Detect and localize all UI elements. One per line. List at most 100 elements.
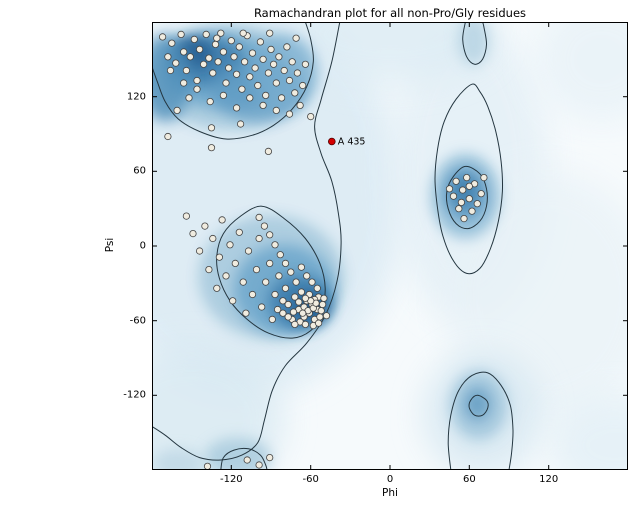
residue-point [287,268,295,276]
residue-point [275,272,283,280]
residue-point [276,251,284,259]
residue-point [203,462,212,470]
residue-point [262,278,270,286]
residue-point [164,132,172,141]
residue-point [172,59,180,67]
residue-point [237,120,245,128]
residue-point [242,309,250,317]
x-tick-label: 120 [539,474,559,485]
x-tick-label: 0 [386,474,394,485]
residue-point [460,215,468,223]
residue-point [235,43,243,51]
residue-point [201,222,209,230]
residue-point [215,253,224,261]
plot-canvas: A 435 [152,22,628,470]
residue-point [445,185,454,193]
chart-title: Ramachandran plot for all non-Pro/Gly re… [253,6,527,20]
residue-point [222,79,230,87]
residue-point [180,48,188,56]
residue-point [322,312,331,320]
residue-point [285,110,294,118]
residue-point [473,200,481,208]
residue-point [299,309,307,317]
residue-point [246,73,254,81]
residue-point [205,54,213,62]
residue-point [207,144,216,152]
residue-point [259,101,267,110]
residue-point [268,315,276,323]
residue-point [225,64,233,72]
residue-point [259,55,267,63]
residue-point [272,106,280,115]
residue-point [288,58,296,66]
residue-point [260,222,269,230]
residue-point [279,309,287,317]
y-tick-label: 0 [139,240,146,252]
residue-point [166,66,175,75]
x-tick-label: 60 [462,474,476,485]
residue-point [226,241,234,249]
residue-point [219,48,228,56]
residue-point [222,272,230,280]
residue-point [320,294,328,302]
residue-point [248,290,257,299]
residue-point [180,79,188,87]
residue-point [241,58,249,66]
highlight-group: A 435 [328,137,365,148]
residue-point [283,43,291,51]
residue-point [230,53,238,61]
residue-point [457,198,465,206]
residue-point [266,231,274,239]
residue-point [262,91,270,100]
residue-point [293,69,301,77]
residue-point [308,278,316,286]
residue-point [279,297,287,305]
y-tick-label: -120 [123,389,146,401]
residue-point [218,216,226,224]
residue-point [280,66,288,75]
residue-point [463,174,471,182]
residue-point [231,259,239,267]
highlight-label: A 435 [338,137,366,148]
residue-point [164,53,172,61]
tick-marks [152,22,628,470]
residue-point [182,212,191,220]
residue-point [297,288,305,296]
residue-point [182,66,191,75]
residue-point [301,60,309,68]
residue-point [468,207,476,215]
residue-point [243,456,251,464]
residue-point [264,147,273,155]
residue-point [168,39,176,47]
residue-point [315,319,323,327]
density-layer [152,22,628,470]
residue-points-layer [159,29,488,470]
residue-point [313,284,321,292]
residue-point [213,34,221,42]
residue-point [193,85,201,93]
residue-point [209,69,217,77]
residue-point [319,300,327,309]
residue-point [281,284,290,292]
residue-point [292,278,300,286]
residue-point [266,259,274,267]
residue-point [209,234,217,243]
residue-point [251,64,259,72]
residue-point [219,91,228,100]
residue-point [189,230,197,238]
residue-point [264,69,273,77]
residue-point [272,79,280,87]
residue-point [465,195,473,203]
residue-point [239,29,247,37]
residue-point [199,60,208,68]
y-tick-label: 120 [126,91,146,103]
residue-point [459,186,467,194]
residue-point [239,278,247,286]
residue-point [316,313,324,321]
residue-point [291,293,299,301]
residue-point [285,76,294,85]
residue-point [227,37,235,45]
residue-point [211,40,220,48]
residue-point [190,35,198,43]
residue-point [455,205,463,213]
